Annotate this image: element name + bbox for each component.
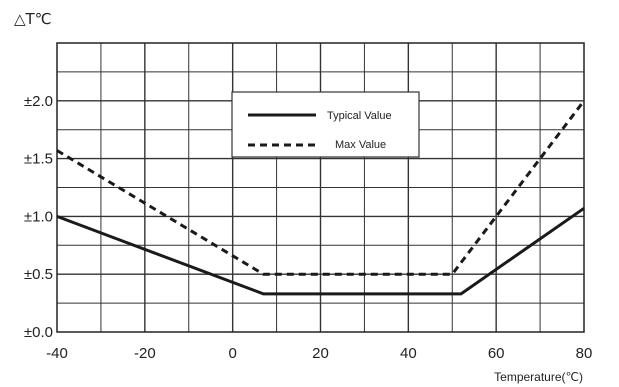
x-tick-label: -40 bbox=[46, 345, 68, 362]
legend-box bbox=[231, 91, 420, 158]
series-line-max bbox=[56, 99, 586, 276]
x-tick-label: 0 bbox=[228, 345, 236, 362]
plot-frame bbox=[56, 42, 585, 333]
x-tick-labels: -40 -20 0 20 40 60 80 bbox=[46, 345, 592, 362]
y-tick-label: ±0.5 bbox=[24, 266, 53, 283]
y-tick-label: ±2.0 bbox=[24, 93, 53, 110]
x-tick-label: 80 bbox=[576, 345, 593, 362]
legend: Typical Value Max Value bbox=[231, 91, 420, 158]
y-tick-labels: ±0.0 ±0.5 ±1.0 ±1.5 ±2.0 bbox=[24, 93, 53, 341]
x-tick-label: 20 bbox=[312, 345, 329, 362]
y-tick-label: ±1.5 bbox=[24, 151, 53, 168]
x-tick-label: 60 bbox=[488, 345, 505, 362]
x-axis-label: Temperature(℃) bbox=[494, 370, 583, 384]
y-axis-label: △T℃ bbox=[14, 10, 52, 28]
x-tick-label: 40 bbox=[400, 345, 417, 362]
series-layer bbox=[56, 99, 586, 296]
x-tick-label: -20 bbox=[134, 345, 156, 362]
legend-label-typical: Typical Value bbox=[327, 110, 392, 122]
y-tick-label: ±1.0 bbox=[24, 208, 53, 225]
series-line-typical bbox=[56, 207, 585, 296]
y-tick-label: ±0.0 bbox=[24, 324, 53, 341]
legend-label-max: Max Value bbox=[335, 139, 386, 151]
